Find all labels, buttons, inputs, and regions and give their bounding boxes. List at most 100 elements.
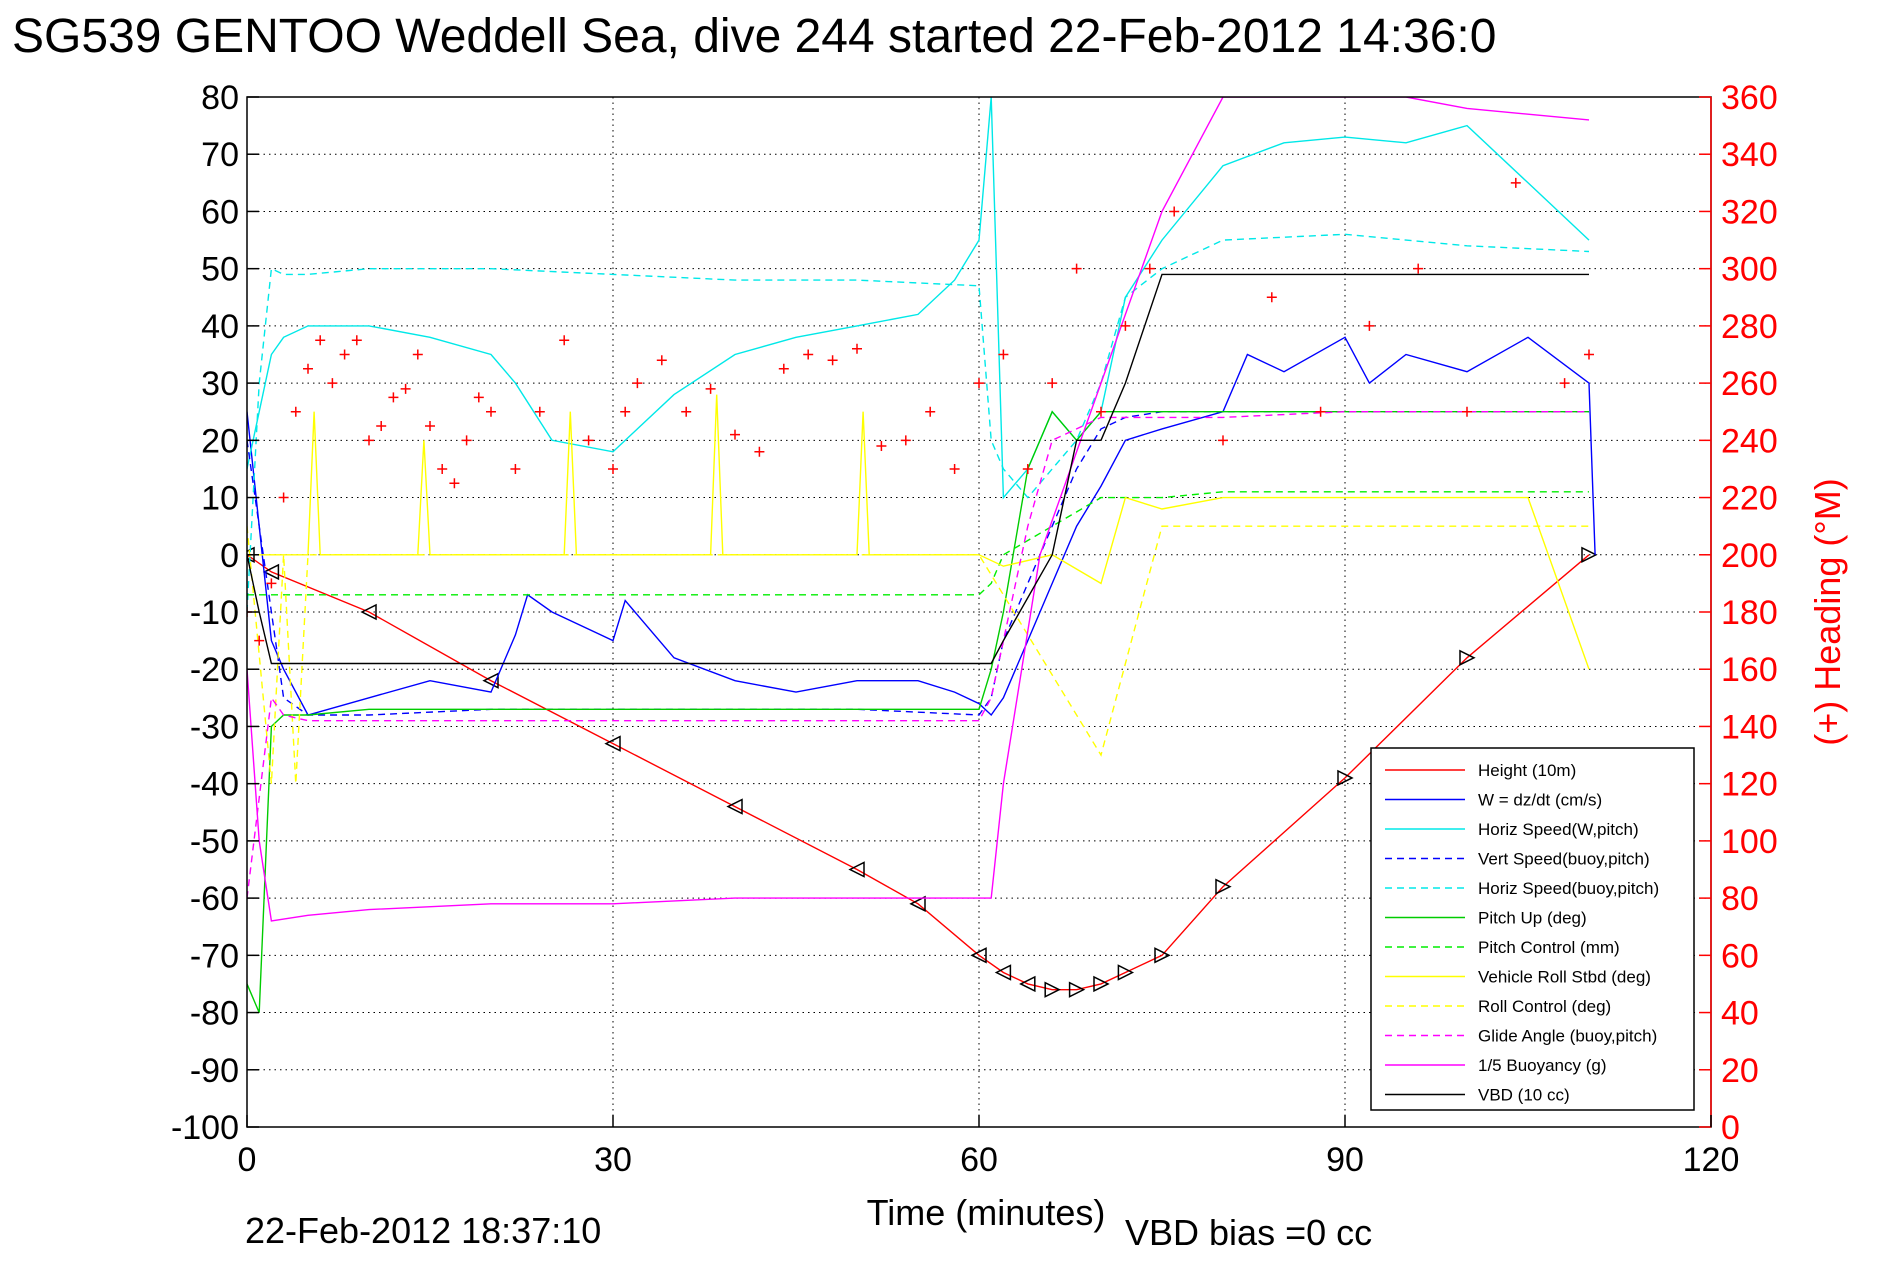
heading-point <box>461 435 472 446</box>
y2-tick-label: 320 <box>1721 193 1778 231</box>
series-line-10 <box>247 97 1590 922</box>
right-y-axis: 0 20 40 60 80 100 120 140 160 180 200 220 240 260 280 3… <box>1699 79 1778 1147</box>
heading-point <box>778 363 789 374</box>
height-marker <box>1068 981 1086 998</box>
y2-tick-label: 340 <box>1721 136 1778 174</box>
legend-label: Roll Control (deg) <box>1478 997 1611 1016</box>
heading-point <box>705 383 716 394</box>
y2-tick-label: 260 <box>1721 365 1778 403</box>
heading-point <box>852 343 862 354</box>
heading-point <box>1144 263 1155 274</box>
legend-label: Horiz Speed(W,pitch) <box>1478 820 1639 839</box>
heading-point <box>315 335 326 346</box>
heading-point <box>803 349 814 360</box>
legend-label: W = dz/dt (cm/s) <box>1478 791 1602 810</box>
heading-point <box>1266 292 1277 303</box>
x-axis-label: Time (minutes) <box>867 1192 1106 1233</box>
height-marker <box>1215 878 1232 895</box>
y2-tick-label: 360 <box>1721 79 1778 117</box>
series-line-4 <box>247 233 1590 613</box>
y2-tick-label: 160 <box>1721 651 1778 689</box>
legend-box <box>1370 747 1695 1111</box>
heading-point <box>583 435 594 446</box>
left-y-axis: -100-90-80-70-60-50-40-30-20-10010203040… <box>171 79 259 1147</box>
y2-tick-label: 100 <box>1721 823 1778 861</box>
legend: Height (10m) W = dz/dt (cm/s) Horiz Speed(… <box>1370 747 1695 1111</box>
legend-label: Vert Speed(buoy,pitch) <box>1478 850 1650 869</box>
heading-point <box>656 355 667 366</box>
y-tick-label: -90 <box>190 1052 239 1090</box>
heading-point <box>1462 406 1472 417</box>
legend-label: Pitch Control (mm) <box>1478 938 1620 957</box>
heading-point <box>1169 206 1180 217</box>
height-marker <box>1044 981 1061 998</box>
heading-point <box>339 349 350 360</box>
series-line-1 <box>247 336 1596 717</box>
heading-point <box>559 335 570 346</box>
x-tick-label: 0 <box>238 1141 257 1179</box>
heading-point <box>351 335 362 346</box>
heading-point <box>1218 435 1228 446</box>
x-axis: 0 30 60 90 120 <box>238 1115 1740 1179</box>
heading-point <box>254 635 265 646</box>
height-marker <box>1117 964 1135 981</box>
heading-point <box>303 363 313 374</box>
heading-point <box>949 463 960 474</box>
heading-point <box>278 492 289 503</box>
heading-point <box>1096 406 1106 417</box>
series-line-2 <box>247 97 1590 500</box>
series-line-6 <box>247 491 1589 596</box>
series-line-11 <box>247 273 1589 665</box>
height-marker <box>848 861 865 878</box>
legend-label: Horiz Speed(buoy,pitch) <box>1478 879 1659 898</box>
heading-point <box>388 392 399 403</box>
y-tick-label: 30 <box>201 365 239 403</box>
y-tick-label: -50 <box>190 823 239 861</box>
heading-point <box>681 406 692 417</box>
legend-label: Height (10m) <box>1478 761 1576 780</box>
y2-tick-label: 240 <box>1721 422 1778 460</box>
heading-point <box>290 406 301 417</box>
y-tick-label: 20 <box>201 422 239 460</box>
y-tick-label: -100 <box>171 1109 239 1147</box>
heading-point <box>510 463 521 474</box>
heading-point <box>1022 463 1033 474</box>
heading-point <box>266 578 277 589</box>
y2-tick-label: 20 <box>1721 1052 1759 1090</box>
series-line-0 <box>247 554 1590 991</box>
y-tick-label: -10 <box>190 594 239 632</box>
series-line-9 <box>247 411 1589 899</box>
heading-point <box>632 378 643 389</box>
height-marker <box>1093 975 1110 993</box>
heading-point <box>608 463 618 474</box>
legend-label: Pitch Up (deg) <box>1478 909 1587 928</box>
y-tick-label: 50 <box>201 251 239 289</box>
vbd-bias-label: VBD bias =0 cc <box>1125 1212 1372 1253</box>
heading-point <box>974 378 984 389</box>
y2-tick-label: 120 <box>1721 766 1778 804</box>
chart-title: SG539 GENTOO Weddell Sea, dive 244 start… <box>12 10 1496 63</box>
y-tick-label: 40 <box>201 308 239 346</box>
legend-label: 1/5 Buoyancy (g) <box>1478 1056 1607 1075</box>
y-tick-label: 80 <box>201 79 239 117</box>
x-tick-label: 120 <box>1683 1141 1740 1179</box>
heading-point <box>1584 349 1594 360</box>
heading-point <box>534 406 545 417</box>
heading-point <box>876 441 887 452</box>
heading-point <box>486 406 496 417</box>
y2-tick-label: 280 <box>1721 308 1778 346</box>
heading-point <box>400 383 411 394</box>
right-axis-label: (+) Heading (°M) <box>1807 478 1848 745</box>
y-tick-label: -40 <box>190 766 239 804</box>
height-marker <box>994 964 1012 981</box>
y2-tick-label: 80 <box>1721 880 1759 918</box>
heading-point <box>364 435 374 446</box>
y-tick-label: -80 <box>190 995 239 1033</box>
heading-point <box>998 349 1009 360</box>
height-marker <box>726 798 743 815</box>
height-marker <box>970 947 987 964</box>
heading-point <box>1364 320 1375 331</box>
y2-tick-label: 140 <box>1721 708 1778 746</box>
y2-tick-label: 180 <box>1721 594 1778 632</box>
